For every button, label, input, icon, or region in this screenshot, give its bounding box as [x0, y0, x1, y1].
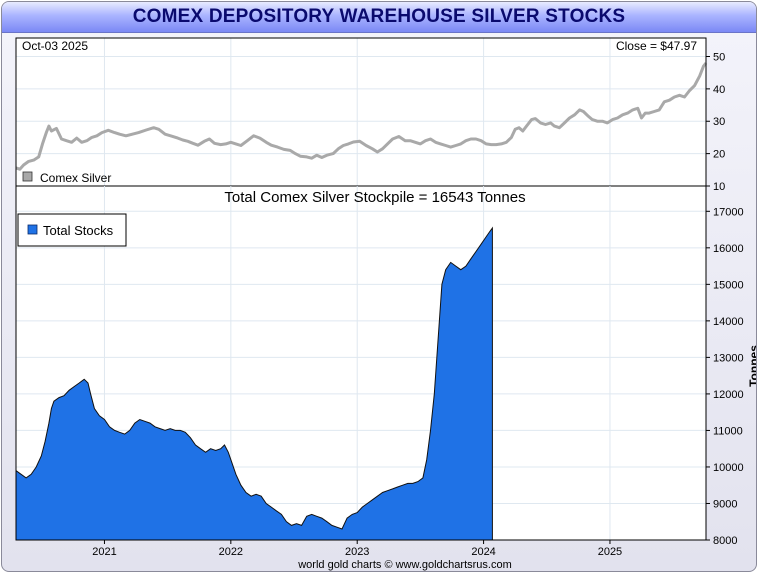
- stock-legend-label: Total Stocks: [43, 223, 114, 238]
- stock-y-tick-label: 11000: [713, 425, 743, 437]
- stock-y-tick-label: 10000: [713, 462, 744, 474]
- plot-border: [15, 37, 707, 541]
- price-gridlines: [16, 38, 706, 186]
- price-y-tick-label: 10: [713, 181, 725, 193]
- price-y-tick-label: 30: [713, 116, 725, 128]
- stock-legend: Total Stocks: [17, 213, 127, 247]
- x-tick-label: 2025: [598, 546, 622, 558]
- price-series: [15, 62, 708, 171]
- stock-y-tick-label: 14000: [713, 316, 744, 328]
- price-y-tick-label: 40: [713, 84, 725, 96]
- price-legend-swatch: [22, 171, 33, 182]
- stock-legend-swatch: [27, 224, 38, 235]
- stock-y-tick-label: 15000: [713, 279, 744, 291]
- date-label: Oct-03 2025: [22, 39, 88, 53]
- stock-series: [15, 226, 493, 541]
- stock-y-axis: 8000 9000 10000 11000 12000 13000 14000 15000 16…: [706, 206, 744, 547]
- price-legend-label: Comex Silver: [40, 171, 111, 185]
- y-axis-label: Tonnes: [747, 345, 757, 387]
- stock-y-tick-label: 17000: [713, 206, 744, 218]
- stock-y-tick-label: 9000: [713, 498, 737, 510]
- stock-y-tick-label: 8000: [713, 535, 737, 547]
- price-y-axis: 10 20 30 40 50: [706, 51, 725, 193]
- x-tick-label: 2023: [345, 546, 369, 558]
- price-y-tick-label: 20: [713, 149, 725, 161]
- stock-y-tick-label: 13000: [713, 352, 744, 364]
- footer-credit: world gold charts © www.goldchartsrus.co…: [297, 559, 512, 571]
- price-line: [15, 62, 708, 171]
- x-axis: 2021 2022 2023 2024 2025: [92, 540, 622, 558]
- price-legend: Comex Silver: [22, 171, 111, 185]
- stock-panel-title: Total Comex Silver Stockpile = 16543 Ton…: [224, 189, 525, 206]
- close-label: Close = $47.97: [616, 39, 697, 53]
- stock-y-tick-label: 16000: [713, 243, 744, 255]
- x-tick-label: 2021: [92, 546, 116, 558]
- x-tick-label: 2024: [471, 546, 495, 558]
- stock-area: [15, 226, 493, 541]
- stock-y-tick-label: 12000: [713, 389, 744, 401]
- price-y-tick-label: 50: [713, 51, 725, 63]
- chart-title: COMEX DEPOSITORY WAREHOUSE SILVER STOCKS: [2, 2, 756, 33]
- x-tick-label: 2022: [219, 546, 243, 558]
